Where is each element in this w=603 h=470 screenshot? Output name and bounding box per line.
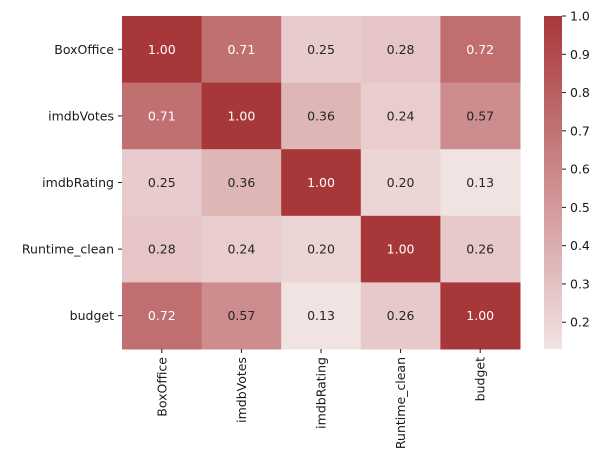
cell-value-label: 1.00 — [148, 42, 176, 57]
heatmap-cell — [201, 16, 282, 84]
y-tick-label: imdbVotes — [48, 108, 114, 123]
x-tick-label: Runtime_clean — [393, 357, 408, 449]
colorbar-tick-label: 1.0 — [570, 9, 590, 24]
heatmap-cell — [281, 149, 362, 217]
heatmap-cell — [281, 282, 362, 350]
cell-value-label: 0.57 — [466, 108, 494, 123]
cell-value-label: 0.25 — [148, 175, 176, 190]
y-tick-label: Runtime_clean — [22, 242, 114, 257]
cell-value-label: 0.71 — [148, 108, 176, 123]
heatmap-cell-labels: 1.00 0.71 0.25 0.28 0.72 0.71 1.00 0.36 0.24 0.57… — [148, 42, 494, 323]
cell-value-label: 0.57 — [227, 308, 255, 323]
y-tick-label: imdbRating — [42, 175, 114, 190]
cell-value-label: 0.24 — [387, 108, 415, 123]
colorbar-tick-label: 0.2 — [570, 315, 590, 330]
x-tick-label: imdbRating — [314, 357, 329, 429]
heatmap-cell — [360, 282, 441, 350]
colorbar-tick-label: 0.3 — [570, 276, 590, 291]
cell-value-label: 0.20 — [307, 242, 335, 257]
cell-value-label: 0.71 — [227, 42, 255, 57]
heatmap-cell — [360, 149, 441, 217]
heatmap-cell — [281, 215, 362, 283]
heatmap-cell — [122, 82, 203, 150]
colorbar-tick-label: 0.4 — [570, 238, 590, 253]
heatmap-cells — [122, 16, 521, 350]
colorbar-gradient — [544, 16, 562, 349]
x-tick-label: BoxOffice — [154, 357, 169, 417]
cell-value-label: 0.13 — [466, 175, 494, 190]
colorbar-tick-label: 0.9 — [570, 47, 590, 62]
colorbar-tick-label: 0.5 — [570, 200, 590, 215]
x-tick-label: budget — [473, 357, 488, 401]
cell-value-label: 0.28 — [387, 42, 415, 57]
cell-value-label: 1.00 — [227, 108, 255, 123]
heatmap-cell — [440, 82, 521, 150]
x-tick-label: imdbVotes — [234, 357, 249, 423]
cell-value-label: 0.72 — [148, 308, 176, 323]
cell-value-label: 0.13 — [307, 308, 335, 323]
colorbar: 0.2 0.3 0.4 0.5 0.6 0.7 0.8 0.9 1.0 — [544, 9, 590, 349]
cell-value-label: 0.24 — [227, 242, 255, 257]
cell-value-label: 1.00 — [307, 175, 335, 190]
heatmap-cell — [360, 82, 441, 150]
colorbar-tick-label: 0.6 — [570, 162, 590, 177]
cell-value-label: 0.25 — [307, 42, 335, 57]
cell-value-label: 1.00 — [466, 308, 494, 323]
heatmap-cell — [440, 215, 521, 283]
cell-value-label: 1.00 — [387, 242, 415, 257]
heatmap-cell — [122, 215, 203, 283]
cell-value-label: 0.36 — [227, 175, 255, 190]
heatmap-cell — [122, 282, 203, 350]
heatmap-cell — [281, 82, 362, 150]
heatmap-cell — [440, 16, 521, 84]
heatmap-cell — [201, 149, 282, 217]
heatmap-cell — [440, 282, 521, 350]
y-tick-label: BoxOffice — [54, 42, 114, 57]
x-axis-ticks: BoxOffice imdbVotes imdbRating Runtime_clea… — [154, 349, 488, 449]
cell-value-label: 0.20 — [387, 175, 415, 190]
cell-value-label: 0.26 — [466, 242, 494, 257]
heatmap-cell — [360, 215, 441, 283]
cell-value-label: 0.26 — [387, 308, 415, 323]
heatmap-cell — [440, 149, 521, 217]
heatmap-cell — [122, 16, 203, 84]
y-tick-label: budget — [70, 308, 114, 323]
colorbar-tick-label: 0.8 — [570, 85, 590, 100]
colorbar-tick-label: 0.7 — [570, 123, 590, 138]
y-axis-ticks: BoxOffice imdbVotes imdbRating Runtime_clea… — [22, 42, 122, 323]
heatmap-cell — [360, 16, 441, 84]
heatmap-cell — [201, 282, 282, 350]
cell-value-label: 0.36 — [307, 108, 335, 123]
cell-value-label: 0.28 — [148, 242, 176, 257]
cell-value-label: 0.72 — [466, 42, 494, 57]
heatmap-cell — [201, 82, 282, 150]
heatmap-cell — [122, 149, 203, 217]
heatmap-cell — [201, 215, 282, 283]
heatmap-cell — [281, 16, 362, 84]
